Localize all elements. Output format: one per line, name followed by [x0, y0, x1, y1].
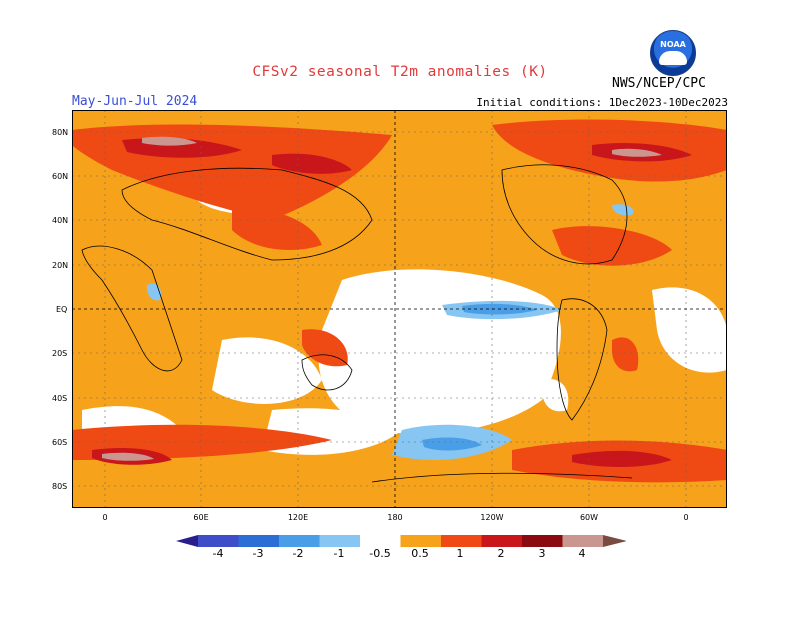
legend-label: -3 [252, 547, 264, 560]
lat-label: 40N [52, 216, 69, 225]
legend-label: 0.5 [411, 547, 429, 560]
noaa-bird-shape [659, 51, 687, 65]
legend-label: -4 [212, 547, 224, 560]
legend-swatch [319, 535, 360, 547]
lon-label: 0 [683, 513, 689, 522]
lon-label: 60E [193, 513, 209, 522]
legend-label: 2 [497, 547, 505, 560]
map-frame [72, 110, 727, 508]
legend-swatch [441, 535, 482, 547]
coastlines [81, 164, 633, 483]
color-legend [176, 535, 626, 547]
legend-label: -2 [292, 547, 304, 560]
legend-swatch [198, 535, 239, 547]
reference-lines [72, 110, 727, 508]
noaa-logo: NOAA [650, 30, 696, 76]
legend-swatch [360, 535, 401, 547]
lat-label: 20N [52, 261, 69, 270]
legend-arrow-high [603, 535, 626, 547]
legend-swatch [400, 535, 441, 547]
lon-label: 120E [287, 513, 309, 522]
legend-label: 3 [538, 547, 546, 560]
lon-label: 60W [579, 513, 599, 522]
lat-label: 80N [52, 128, 69, 137]
legend-swatch [522, 535, 563, 547]
lat-label: 60S [52, 438, 68, 447]
legend-swatch [481, 535, 522, 547]
legend-label: 1 [456, 547, 464, 560]
legend-label: 4 [578, 547, 586, 560]
forecast-period: May-Jun-Jul 2024 [72, 94, 198, 109]
lat-label: 80S [52, 482, 68, 491]
legend-label: -1 [333, 547, 345, 560]
lat-label: 60N [52, 172, 69, 181]
anomaly-map [72, 110, 727, 508]
initial-conditions: Initial conditions: 1Dec2023-10Dec2023 [476, 96, 728, 109]
legend-arrow-low [176, 535, 198, 547]
lon-label: 120W [480, 513, 504, 522]
legend-swatch [238, 535, 279, 547]
lat-label: 20S [52, 349, 68, 358]
lon-label: 0 [102, 513, 108, 522]
legend-label: -0.5 [369, 547, 391, 560]
legend-swatch [562, 535, 603, 547]
legend-swatch [279, 535, 320, 547]
extreme-warm-areas [102, 136, 662, 461]
noaa-logo-text: NOAA [660, 40, 686, 49]
lat-label: EQ [56, 305, 68, 314]
lat-label: 40S [52, 394, 68, 403]
map-title: CFSv2 seasonal T2m anomalies (K) [252, 64, 548, 80]
lon-label: 180 [387, 513, 403, 522]
agency-label: NWS/NCEP/CPC [612, 76, 706, 91]
